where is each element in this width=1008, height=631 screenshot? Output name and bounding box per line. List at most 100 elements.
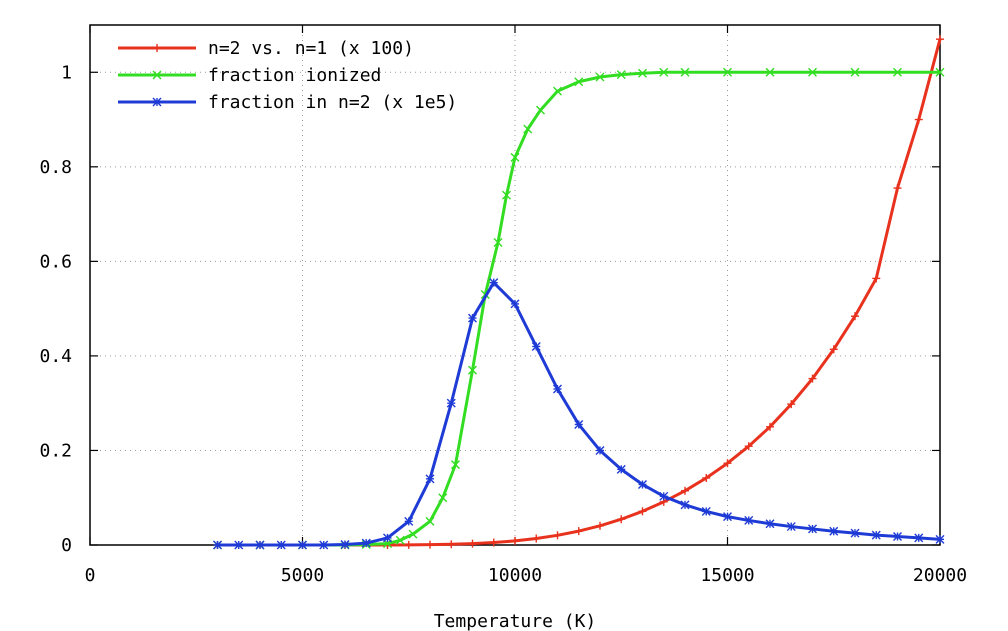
series-3-point-d2 xyxy=(680,500,690,510)
series-2-line xyxy=(216,70,942,547)
series-2-point-d2 xyxy=(502,190,511,200)
series-1-point xyxy=(574,527,583,536)
series-2-point-d2 xyxy=(536,105,545,115)
x-tick-label: 10000 xyxy=(488,565,542,586)
series-2-point-d2 xyxy=(659,67,669,77)
series-3-point-d2 xyxy=(829,526,839,536)
series-3-point-d2 xyxy=(468,313,477,323)
x-tick-label: 15000 xyxy=(700,565,754,586)
series-3-point xyxy=(319,540,329,550)
series-1-point xyxy=(702,473,711,482)
series-1-point xyxy=(744,442,753,451)
series-2-point-d2 xyxy=(850,67,860,77)
series-3-point xyxy=(574,419,584,429)
series-2-point xyxy=(493,237,503,247)
series-3-point xyxy=(340,540,350,550)
series-1-line xyxy=(216,37,942,547)
legend-marker xyxy=(153,44,161,52)
series-3-point-d2 xyxy=(489,278,499,288)
series-3-point xyxy=(255,540,265,550)
series-1-point xyxy=(617,515,626,524)
series-1-point xyxy=(468,539,477,548)
series-3-point xyxy=(510,299,520,309)
series-3-point xyxy=(935,534,945,544)
series-1-point xyxy=(489,538,498,547)
series-2-point xyxy=(893,67,902,77)
series-3-point-d2 xyxy=(723,512,732,522)
series-3-point xyxy=(616,464,626,474)
series-2-point-d2 xyxy=(468,365,477,375)
series-2-point-d2 xyxy=(523,124,533,134)
x-tick-label: 5000 xyxy=(281,565,324,586)
series-3-point xyxy=(723,512,732,522)
series-3-point xyxy=(871,530,881,540)
x-tick-label: 0 xyxy=(85,565,96,586)
series-2-point-d2 xyxy=(438,493,448,503)
series-3-point-d2 xyxy=(808,524,817,534)
series-2-point xyxy=(553,86,562,96)
series-3-point xyxy=(553,384,562,394)
series-3-point xyxy=(468,313,477,323)
series-3-point-d2 xyxy=(744,515,754,525)
series-3-point-d2 xyxy=(553,384,562,394)
series-2-point-d2 xyxy=(680,67,690,77)
series-2-point-d2 xyxy=(493,237,503,247)
series-1-point xyxy=(872,274,881,283)
series-3-point xyxy=(446,398,456,408)
series-3-point xyxy=(383,533,392,543)
series-3-point-d2 xyxy=(319,540,329,550)
series-3-point-d2 xyxy=(871,530,881,540)
series-1-point xyxy=(766,422,774,431)
series-2-point xyxy=(638,68,647,78)
series-2-point-d2 xyxy=(553,86,562,96)
series-1-point xyxy=(829,345,838,354)
series-2-point xyxy=(502,190,511,200)
series-2-point xyxy=(425,516,435,526)
series-3-point-d2 xyxy=(638,479,647,489)
series-3-point-d2 xyxy=(893,531,902,541)
series-2-point-d2 xyxy=(395,535,405,545)
series-1-point xyxy=(914,115,923,124)
series-3-point xyxy=(786,522,796,532)
x-tick-label: 20000 xyxy=(913,565,967,586)
series-2-point-d2 xyxy=(935,67,945,77)
series-3-point xyxy=(595,445,605,455)
y-tick-label: 0.4 xyxy=(39,346,72,367)
series-3-point-d2 xyxy=(595,445,605,455)
legend-label: n=2 vs. n=1 (x 100) xyxy=(208,38,414,59)
y-tick-label: 0 xyxy=(61,535,72,556)
series-2-point xyxy=(808,67,817,77)
y-tick-labels: 0 0.2 0.4 0.6 0.8 1 xyxy=(39,62,72,556)
legend-marker xyxy=(152,97,162,107)
series-1-point xyxy=(532,534,541,543)
series-2-point xyxy=(510,152,520,162)
series-3-point-d2 xyxy=(914,533,924,543)
series-3-point-d2 xyxy=(574,419,584,429)
series-3-point xyxy=(404,516,414,526)
series-3-line xyxy=(216,281,942,547)
series-2-point-d2 xyxy=(451,460,460,470)
series-1-point xyxy=(681,486,689,495)
series-2-point-d2 xyxy=(893,67,902,77)
series-2-point-d2 xyxy=(425,516,435,526)
legend-label: fraction in n=2 (x 1e5) xyxy=(208,92,457,113)
series-1-point xyxy=(936,35,944,44)
series-1-point xyxy=(447,540,456,549)
legend-marker-d2 xyxy=(152,70,162,80)
series-2-point xyxy=(935,67,945,77)
series-3-point xyxy=(638,479,647,489)
series-1-point xyxy=(808,374,817,383)
series-2-point xyxy=(595,72,605,82)
legend-item: fraction ionized xyxy=(118,65,381,86)
y-tick-label: 0.6 xyxy=(39,251,72,272)
series-1-point xyxy=(787,400,796,409)
series-3-point-d2 xyxy=(340,540,350,550)
series-3-point xyxy=(914,533,924,543)
x-axis-label: Temperature (K) xyxy=(434,611,597,631)
series-2-point xyxy=(850,67,860,77)
series-1-point xyxy=(596,521,604,530)
series-3-point-d2 xyxy=(659,491,669,501)
series-2 xyxy=(213,67,945,550)
series-3-point-d2 xyxy=(446,398,456,408)
